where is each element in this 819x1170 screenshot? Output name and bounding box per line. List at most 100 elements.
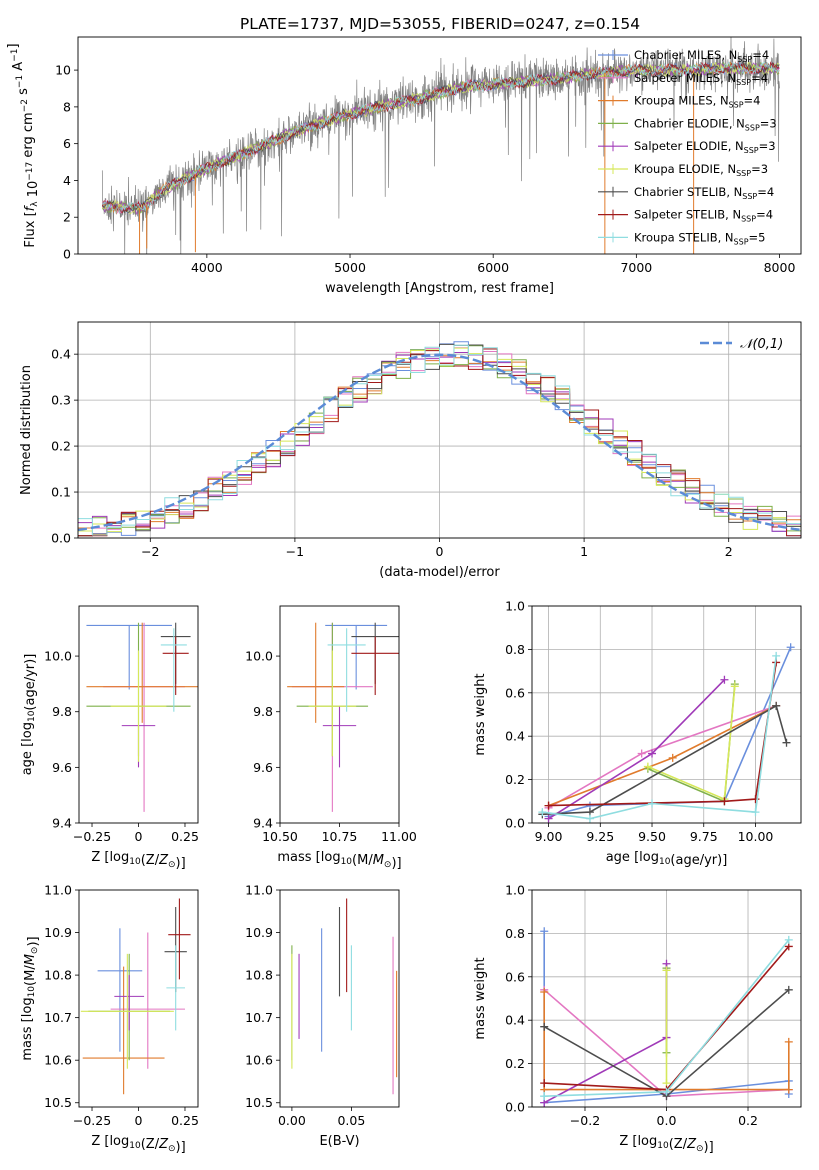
weight-marker xyxy=(786,643,795,652)
x-tick-label: −0.25 xyxy=(73,829,111,844)
x-axis-label: age [log10(age/yr)] xyxy=(606,850,728,868)
legend-label: Kroupa MILES, NSSP=4 xyxy=(634,94,760,110)
y-tick-label: 10.6 xyxy=(245,1053,273,1068)
mass_vs_Z-axes: −0.25 0 0.25 10.5 10.6 10.7 10.8 10.9 11.0 Z [log… xyxy=(20,883,199,1156)
y-tick-label: 10.0 xyxy=(245,649,273,664)
weight-marker xyxy=(668,753,677,762)
weight-series-line xyxy=(543,963,668,1104)
y-tick-label: 0.2 xyxy=(505,1056,525,1071)
weight-marker xyxy=(772,701,781,710)
y-tick-label: 0.6 xyxy=(505,685,525,700)
x-tick-label: 0.25 xyxy=(171,1113,199,1128)
legend-label: Chabrier MILES, NSSP=4 xyxy=(634,48,769,64)
x-tick-label: 0 xyxy=(436,544,444,559)
mass_vs_EBV-errorbars xyxy=(291,898,398,1095)
x-tick-label: 0.2 xyxy=(738,1113,758,1128)
weight_vs_Z-axes: −0.2 0.0 0.2 0.0 0.2 0.4 0.6 0.8 1.0 Z [log10(Z/Z… xyxy=(473,883,801,1155)
weight-marker xyxy=(544,801,553,810)
x-axis-label: mass [log10(M/M⊙)] xyxy=(277,850,401,871)
y-tick-label: 10.6 xyxy=(44,1053,72,1068)
y-tick-label: 10.5 xyxy=(245,1095,273,1110)
weight-marker xyxy=(784,1085,793,1094)
x-tick-label: 7000 xyxy=(620,260,652,275)
y-axis-label: Flux [fλ 10−17 erg cm−2 s−1 A−1] xyxy=(6,43,41,247)
y-axis-label: age [log10(age/yr)] xyxy=(20,654,38,776)
weight-series-line xyxy=(647,684,736,803)
x-tick-label: 10.75 xyxy=(322,829,358,844)
weight-series-line xyxy=(548,679,725,820)
x-tick-label: 0.05 xyxy=(337,1113,365,1128)
weight-marker xyxy=(637,749,646,758)
y-tick-label: 0.4 xyxy=(505,729,525,744)
weight-series-line xyxy=(548,705,777,807)
age_vs_Z-frame xyxy=(78,605,199,824)
weight-marker xyxy=(751,795,760,804)
y-tick-label: 10 xyxy=(55,63,71,78)
legend-label: Chabrier STELIB, NSSP=4 xyxy=(634,185,774,201)
x-axis-label: Z [log10(Z/Z⊙)] xyxy=(619,1134,713,1155)
age_vs_Z-axes: −0.25 0 0.25 9.4 9.6 9.8 10.0 Z [log10(Z/Z⊙)] ag… xyxy=(20,649,199,871)
weight-marker xyxy=(782,738,791,747)
y-tick-label: 0.4 xyxy=(51,347,71,362)
y-tick-label: 0.0 xyxy=(51,531,71,546)
weight-marker xyxy=(643,762,652,771)
model-spectrum-line xyxy=(101,61,780,214)
x-tick-label: −2 xyxy=(141,544,159,559)
x-tick-label: 0 xyxy=(135,1113,143,1128)
residuals-frame xyxy=(77,321,802,539)
y-tick-label: 9.6 xyxy=(253,760,273,775)
x-tick-label: 9.25 xyxy=(586,829,614,844)
y-tick-label: 9.6 xyxy=(52,760,72,775)
legend-label: Salpeter ELODIE, NSSP=3 xyxy=(634,139,776,155)
legend-label: Kroupa ELODIE, NSSP=3 xyxy=(634,162,768,178)
weight-marker xyxy=(585,814,594,823)
y-tick-label: 10.9 xyxy=(245,925,273,940)
weight_vs_Z-frame xyxy=(531,889,802,1108)
weight-marker xyxy=(751,808,760,817)
residual-histograms xyxy=(78,341,801,537)
weight-marker xyxy=(544,814,553,823)
x-tick-label: 1 xyxy=(580,544,588,559)
weight-marker xyxy=(720,675,729,684)
y-tick-label: 0.2 xyxy=(51,439,71,454)
model-spectrum-line xyxy=(102,61,780,215)
x-tick-label: −0.2 xyxy=(570,1113,600,1128)
y-axis-label: mass weight xyxy=(473,673,488,755)
mass_vs_Z-errorbars xyxy=(80,898,191,1095)
weight-marker xyxy=(538,808,547,817)
y-tick-label: 0.0 xyxy=(505,1100,525,1115)
y-tick-label: 9.4 xyxy=(253,816,273,831)
y-tick-label: 0.4 xyxy=(505,1013,525,1028)
spectrum-legend: Chabrier MILES, NSSP=4 Salpeter MILES, NS… xyxy=(598,48,777,246)
x-axis-label: Z [log10(Z/Z⊙)] xyxy=(91,1134,185,1155)
normal-curve xyxy=(78,353,801,532)
figure-title: PLATE=1737, MJD=53055, FIBERID=0247, z=0… xyxy=(240,15,640,33)
legend-label: Salpeter STELIB, NSSP=4 xyxy=(634,208,773,224)
mass_vs_EBV-axes: 0.00 0.05 10.5 10.6 10.7 10.8 10.9 11.0 E(B-V) xyxy=(245,883,365,1150)
weight-marker xyxy=(648,799,657,808)
weight-marker xyxy=(784,985,793,994)
histogram-series xyxy=(78,344,801,536)
weight-marker xyxy=(540,1022,549,1031)
x-axis-label: Z [log10(Z/Z⊙)] xyxy=(91,850,185,871)
model-spectrum-line xyxy=(102,61,780,214)
weight-marker xyxy=(784,935,793,944)
x-tick-label: 4000 xyxy=(191,260,223,275)
x-tick-label: 10.50 xyxy=(262,829,298,844)
x-tick-label: 10.00 xyxy=(738,829,774,844)
y-tick-label: 0.6 xyxy=(505,969,525,984)
weight-series-line xyxy=(647,686,736,801)
y-tick-label: 8 xyxy=(63,99,71,114)
weight_vs_age-axes: 9.00 9.25 9.50 9.75 10.00 0.0 0.2 0.4 0.6 0.8 1.0 a… xyxy=(473,599,801,868)
weight-marker xyxy=(720,797,729,806)
y-tick-label: 10.9 xyxy=(44,925,72,940)
x-tick-label: 9.75 xyxy=(690,829,718,844)
spectrum-lines xyxy=(101,37,780,254)
model-spectrum-line xyxy=(102,62,780,216)
x-tick-label: −0.25 xyxy=(73,1113,111,1128)
mass_vs_Z-frame xyxy=(78,889,199,1108)
y-tick-label: 0.0 xyxy=(505,816,525,831)
y-tick-label: 0.2 xyxy=(505,772,525,787)
y-tick-label: 0 xyxy=(63,247,71,262)
